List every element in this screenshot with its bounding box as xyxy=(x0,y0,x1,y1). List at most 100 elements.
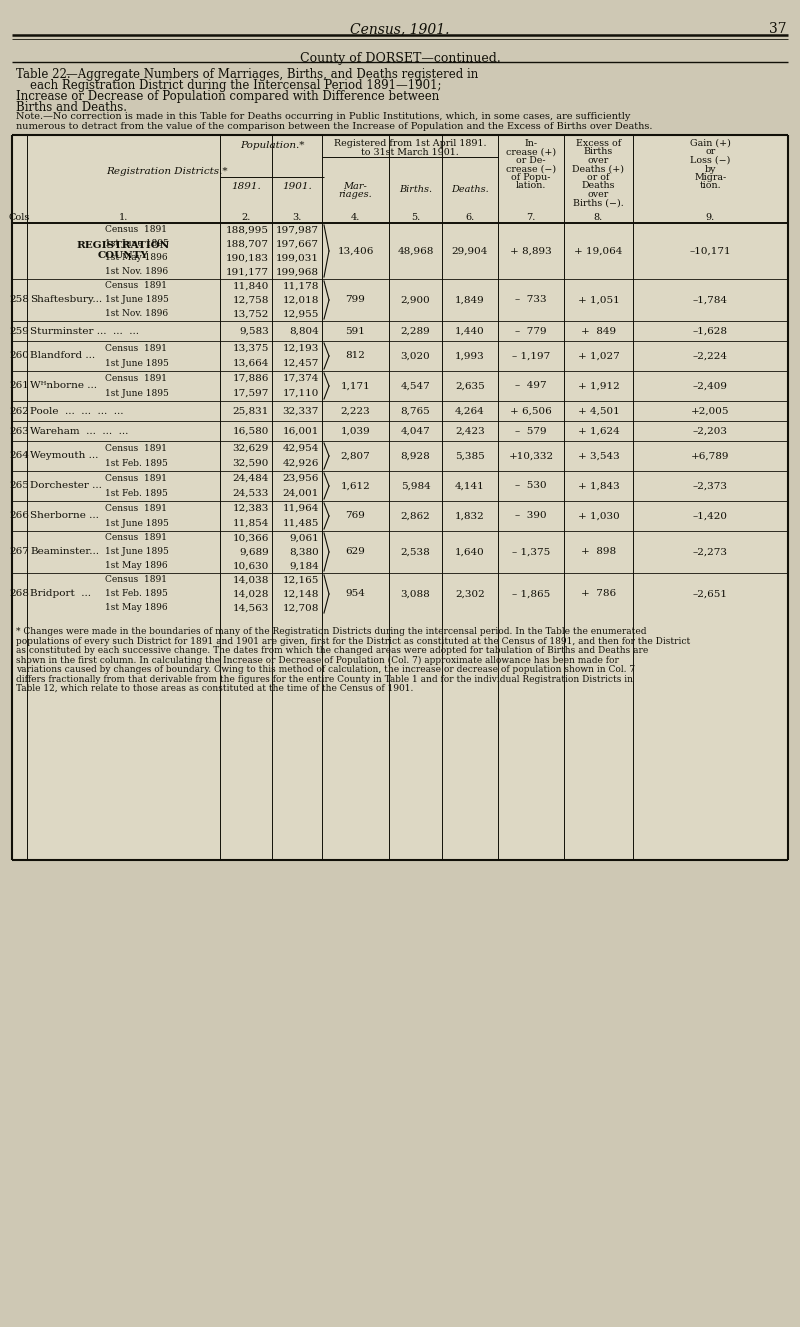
Text: REGISTRATION: REGISTRATION xyxy=(77,242,170,251)
Text: Gain (+): Gain (+) xyxy=(690,139,731,149)
Text: 1891.: 1891. xyxy=(231,182,261,191)
Text: 4,047: 4,047 xyxy=(401,426,430,435)
Text: of Popu-: of Popu- xyxy=(511,173,550,182)
Text: or: or xyxy=(706,147,716,157)
Text: Note.—No correction is made in this Table for Deaths occurring in Public Institu: Note.—No correction is made in this Tabl… xyxy=(16,111,630,121)
Text: + 1,030: + 1,030 xyxy=(578,511,619,520)
Text: riages.: riages. xyxy=(338,190,372,199)
Text: Census, 1901.: Census, 1901. xyxy=(350,23,450,36)
Text: or of: or of xyxy=(587,173,610,182)
Text: +  849: + 849 xyxy=(581,326,616,336)
Text: 1,440: 1,440 xyxy=(455,326,485,336)
Text: 16,001: 16,001 xyxy=(282,426,319,435)
Text: 261: 261 xyxy=(10,381,30,390)
Text: 191,177: 191,177 xyxy=(226,268,269,276)
Text: –  390: – 390 xyxy=(515,511,547,520)
Text: +2,005: +2,005 xyxy=(691,406,730,415)
Text: 1st Nov. 1896: 1st Nov. 1896 xyxy=(105,309,168,318)
Text: each Registration District during the Intercensal Period 1891—1901;: each Registration District during the In… xyxy=(30,80,442,92)
Text: + 1,624: + 1,624 xyxy=(578,426,619,435)
Text: 24,484: 24,484 xyxy=(233,474,269,483)
Text: Poole  ...  ...  ...  ...: Poole ... ... ... ... xyxy=(30,406,123,415)
Text: over: over xyxy=(588,190,609,199)
Text: 1st May 1896: 1st May 1896 xyxy=(105,604,168,613)
Text: 42,954: 42,954 xyxy=(282,445,319,453)
Text: –2,651: –2,651 xyxy=(693,589,728,598)
Text: 263: 263 xyxy=(10,426,30,435)
Text: 264: 264 xyxy=(10,451,30,460)
Text: 4,141: 4,141 xyxy=(455,482,485,491)
Text: Wareham  ...  ...  ...: Wareham ... ... ... xyxy=(30,426,128,435)
Text: 11,964: 11,964 xyxy=(282,504,319,514)
Text: 1st June 1895: 1st June 1895 xyxy=(105,239,169,248)
Text: Beaminster...: Beaminster... xyxy=(30,548,99,556)
Text: Excess of: Excess of xyxy=(576,139,621,149)
Text: 9,061: 9,061 xyxy=(290,533,319,543)
Text: 24,001: 24,001 xyxy=(282,490,319,498)
Text: 267: 267 xyxy=(10,548,30,556)
Text: 2,807: 2,807 xyxy=(341,451,370,460)
Text: 259: 259 xyxy=(10,326,30,336)
Text: –  530: – 530 xyxy=(515,482,547,491)
Text: 10,630: 10,630 xyxy=(233,561,269,571)
Text: 14,038: 14,038 xyxy=(233,576,269,584)
Text: 188,995: 188,995 xyxy=(226,226,269,235)
Text: 8,804: 8,804 xyxy=(290,326,319,336)
Text: Table 22.: Table 22. xyxy=(16,68,70,81)
Text: 1,039: 1,039 xyxy=(341,426,370,435)
Text: 12,708: 12,708 xyxy=(282,604,319,613)
Text: 9,689: 9,689 xyxy=(239,548,269,556)
Text: 258: 258 xyxy=(10,296,30,304)
Text: Deaths.: Deaths. xyxy=(451,184,489,194)
Text: 1,612: 1,612 xyxy=(341,482,370,491)
Text: 11,854: 11,854 xyxy=(233,519,269,528)
Text: 1st Feb. 1895: 1st Feb. 1895 xyxy=(105,490,168,498)
Text: Weymouth ...: Weymouth ... xyxy=(30,451,98,460)
Text: 1,832: 1,832 xyxy=(455,511,485,520)
Text: 5.: 5. xyxy=(411,214,420,222)
Text: 2.: 2. xyxy=(242,214,250,222)
Text: 11,840: 11,840 xyxy=(233,281,269,291)
Text: Census  1891: Census 1891 xyxy=(105,226,167,235)
Text: crease (−): crease (−) xyxy=(506,165,556,174)
Text: Registration Districts.*: Registration Districts.* xyxy=(106,167,228,176)
Text: +10,332: +10,332 xyxy=(509,451,554,460)
Text: Births.: Births. xyxy=(399,184,432,194)
Text: Blandford ...: Blandford ... xyxy=(30,352,95,361)
Text: –2,273: –2,273 xyxy=(693,548,728,556)
Text: 268: 268 xyxy=(10,589,30,598)
Text: 37: 37 xyxy=(770,23,787,36)
Text: 12,018: 12,018 xyxy=(282,296,319,304)
Text: Census  1891: Census 1891 xyxy=(105,374,167,384)
Text: 17,886: 17,886 xyxy=(233,374,269,384)
Text: + 19,064: + 19,064 xyxy=(574,247,622,256)
Text: 3.: 3. xyxy=(292,214,302,222)
Text: Census  1891: Census 1891 xyxy=(105,576,167,584)
Text: 25,831: 25,831 xyxy=(233,406,269,415)
Text: 1.: 1. xyxy=(119,214,128,222)
Text: 8.: 8. xyxy=(594,214,603,222)
Text: 6.: 6. xyxy=(466,214,474,222)
Text: Increase or Decrease of Population compared with Difference between: Increase or Decrease of Population compa… xyxy=(16,90,439,104)
Text: 265: 265 xyxy=(10,482,30,491)
Text: –2,203: –2,203 xyxy=(693,426,728,435)
Text: + 8,893: + 8,893 xyxy=(510,247,552,256)
Text: 8,928: 8,928 xyxy=(401,451,430,460)
Text: 12,383: 12,383 xyxy=(233,504,269,514)
Text: Deaths: Deaths xyxy=(582,182,615,191)
Text: 24,533: 24,533 xyxy=(233,490,269,498)
Text: 12,955: 12,955 xyxy=(282,309,319,318)
Text: 1st Feb. 1895: 1st Feb. 1895 xyxy=(105,459,168,468)
Text: 12,457: 12,457 xyxy=(282,360,319,368)
Text: 262: 262 xyxy=(10,406,30,415)
Text: 769: 769 xyxy=(346,511,366,520)
Text: 197,987: 197,987 xyxy=(276,226,319,235)
Text: 2,538: 2,538 xyxy=(401,548,430,556)
Text: 1st June 1895: 1st June 1895 xyxy=(105,548,169,556)
Text: –2,373: –2,373 xyxy=(693,482,728,491)
Text: 954: 954 xyxy=(346,589,366,598)
Text: 32,337: 32,337 xyxy=(282,406,319,415)
Text: 4,264: 4,264 xyxy=(455,406,485,415)
Text: 14,028: 14,028 xyxy=(233,589,269,598)
Text: 17,597: 17,597 xyxy=(233,389,269,398)
